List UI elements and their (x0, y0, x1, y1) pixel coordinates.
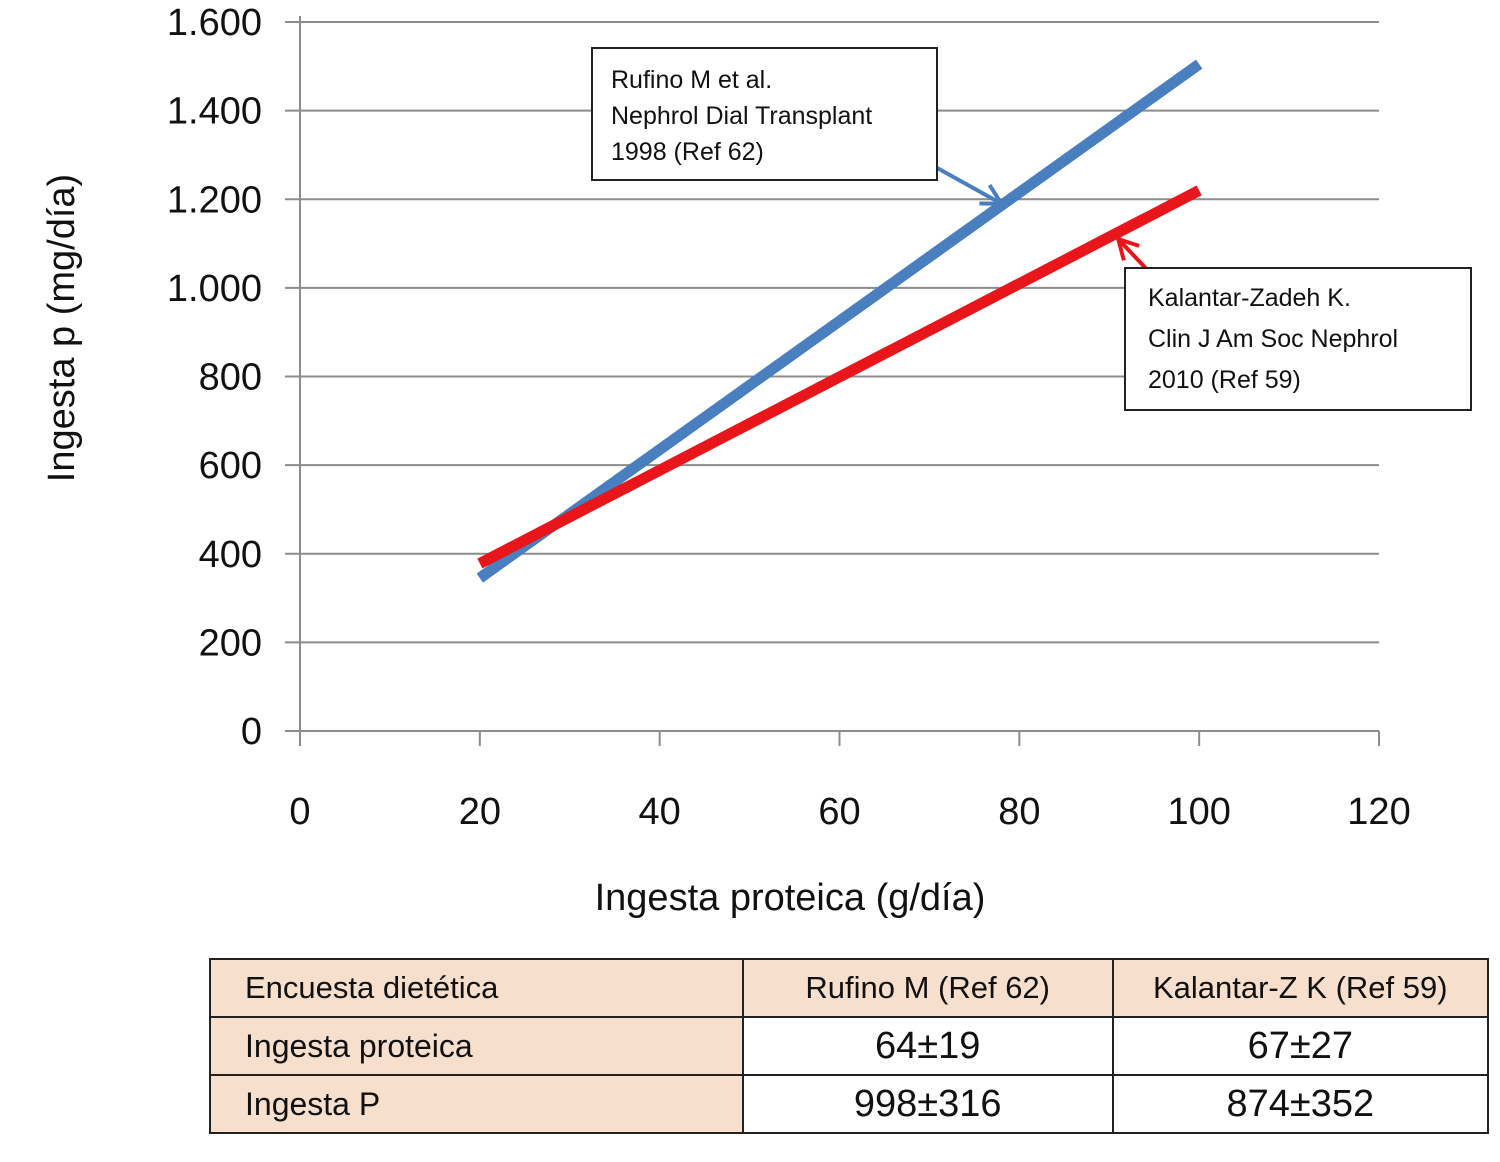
y-tick-label: 1.000 (167, 268, 262, 310)
x-tick-label: 0 (289, 791, 310, 833)
callouts: Rufino M et al. Nephrol Dial Transplant 19… (591, 47, 1472, 411)
tick-labels: 0 200 400 600 800 1.000 1.200 1.400 1.600 0 20 40 60… (167, 2, 1411, 833)
axes (285, 16, 1380, 746)
x-tick-label: 20 (459, 791, 501, 833)
series-lines (476, 59, 1203, 583)
series-line-kalantar (477, 185, 1202, 569)
table-cell: 64±19 (741, 1016, 1114, 1076)
table-cell: 874±352 (1111, 1074, 1490, 1134)
gridlines (285, 21, 1379, 644)
table-header-cell: Rufino M (Ref 62) (741, 958, 1114, 1018)
y-tick-label: 800 (199, 357, 262, 399)
x-tick-label: 100 (1167, 791, 1230, 833)
table-row: Ingesta P 998±316 874±352 (209, 1074, 1490, 1134)
line-chart: 0 200 400 600 800 1.000 1.200 1.400 1.600 0 20 40 60… (41, 2, 1472, 919)
callout-text-line: Clin J Am Soc Nephrol (1148, 325, 1398, 353)
callout-box (591, 47, 938, 181)
callout-text-line: Kalantar-Zadeh K. (1148, 284, 1351, 312)
x-axis-title: Ingesta proteica (g/día) (595, 877, 986, 919)
table-header-cell: Encuesta dietética (209, 958, 744, 1018)
y-axis-title: Ingesta p (mg/día) (41, 174, 83, 482)
callout-text-line: 2010 (Ref 59) (1148, 366, 1301, 394)
callout-text-line: Rufino M et al. (611, 66, 772, 94)
callout-text-line: 1998 (Ref 62) (611, 138, 764, 166)
table-cell: 67±27 (1111, 1016, 1490, 1076)
table-row-label: Ingesta P (209, 1074, 744, 1134)
y-tick-label: 1.200 (167, 179, 262, 221)
table-cell: 998±316 (741, 1074, 1114, 1134)
x-tick-label: 120 (1347, 791, 1410, 833)
y-tick-label: 1.400 (167, 91, 262, 133)
table-header-cell: Kalantar-Z K (Ref 59) (1111, 958, 1490, 1018)
callout-box (1124, 267, 1472, 411)
callout-arrowhead (1115, 236, 1140, 261)
y-tick-label: 200 (199, 622, 262, 664)
x-tick-label: 40 (639, 791, 681, 833)
table-row-label: Ingesta proteica (209, 1016, 744, 1076)
x-tick-label: 60 (818, 791, 860, 833)
series-line-rufino (476, 59, 1203, 583)
callout-text-line: Nephrol Dial Transplant (611, 102, 872, 130)
diet-survey-table: Encuesta dietética Rufino M (Ref 62) Kal… (209, 958, 1490, 1134)
y-tick-label: 1.600 (167, 2, 262, 44)
y-tick-label: 600 (199, 445, 262, 487)
callout-arrowhead (979, 184, 1005, 206)
x-tick-label: 80 (998, 791, 1040, 833)
y-tick-label: 0 (241, 711, 262, 753)
y-tick-label: 400 (199, 534, 262, 576)
table-header-row: Encuesta dietética Rufino M (Ref 62) Kal… (209, 958, 1490, 1018)
table-row: Ingesta proteica 64±19 67±27 (209, 1016, 1490, 1076)
